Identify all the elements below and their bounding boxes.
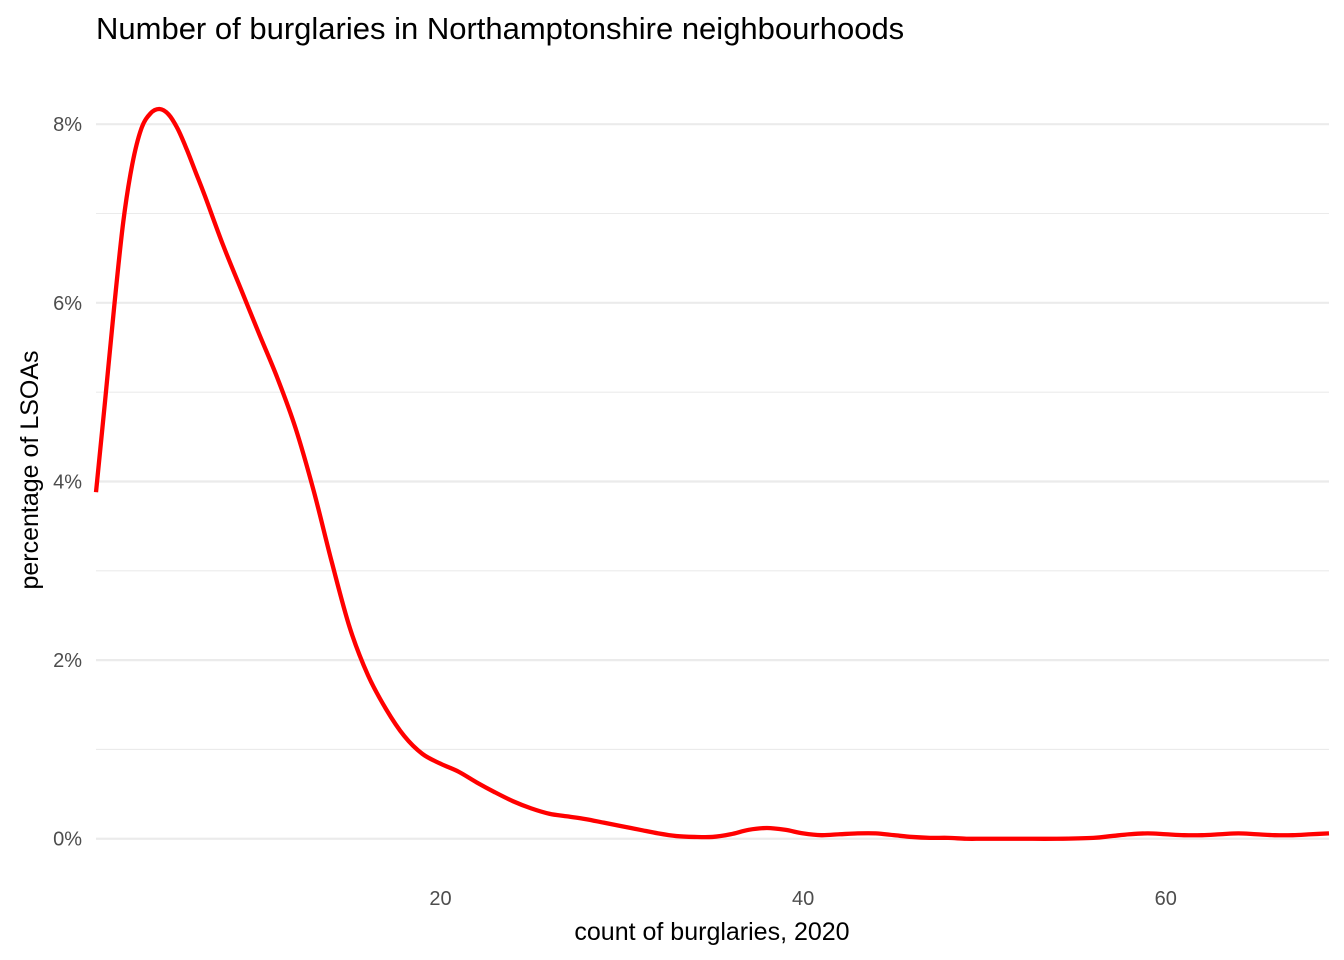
grid-layer	[96, 123, 1329, 840]
density-line	[93, 106, 1330, 841]
line-layer	[93, 106, 1330, 841]
y-tick-label: 2%	[53, 650, 82, 672]
y-tick-label: 6%	[53, 293, 82, 315]
chart-title: Number of burglaries in Northamptonshire…	[96, 11, 904, 46]
x-tick-label: 40	[792, 888, 814, 910]
x-tick-label: 20	[429, 888, 451, 910]
y-tick-label: 8%	[53, 114, 82, 136]
tick-layer: 0% 2% 4% 6% 8% 20 40 60	[53, 114, 1177, 910]
x-axis-label: count of burglaries, 2020	[574, 918, 849, 946]
y-tick-label: 4%	[53, 471, 82, 493]
y-tick-label: 0%	[53, 829, 82, 851]
x-tick-label: 60	[1155, 888, 1177, 910]
y-axis-label: percentage of LSOAs	[16, 350, 44, 589]
